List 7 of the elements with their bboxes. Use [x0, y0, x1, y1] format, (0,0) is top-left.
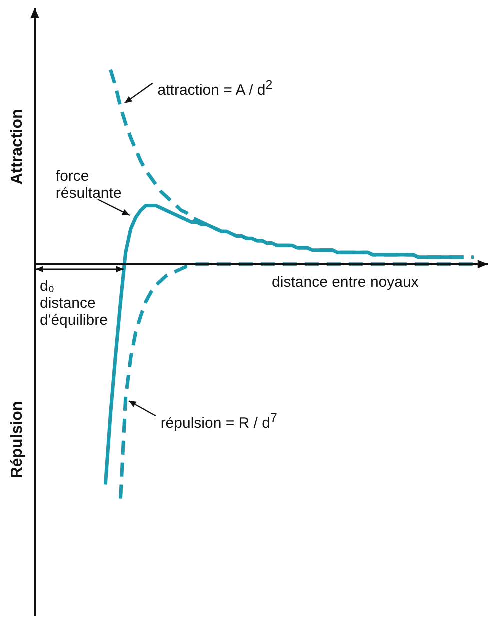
annotation: répulsion = R / d$^{7}$ [160, 410, 278, 432]
x-axis-title: distance entre noyaux [272, 274, 419, 292]
annotation: force résultante [56, 168, 122, 202]
annotation: attraction = A / d$^{2}$ [158, 77, 273, 100]
y-axis-title: Attraction [9, 109, 27, 185]
annotation: d₀ distance d'équilibre [40, 278, 108, 330]
text: Répulsion [9, 402, 27, 479]
